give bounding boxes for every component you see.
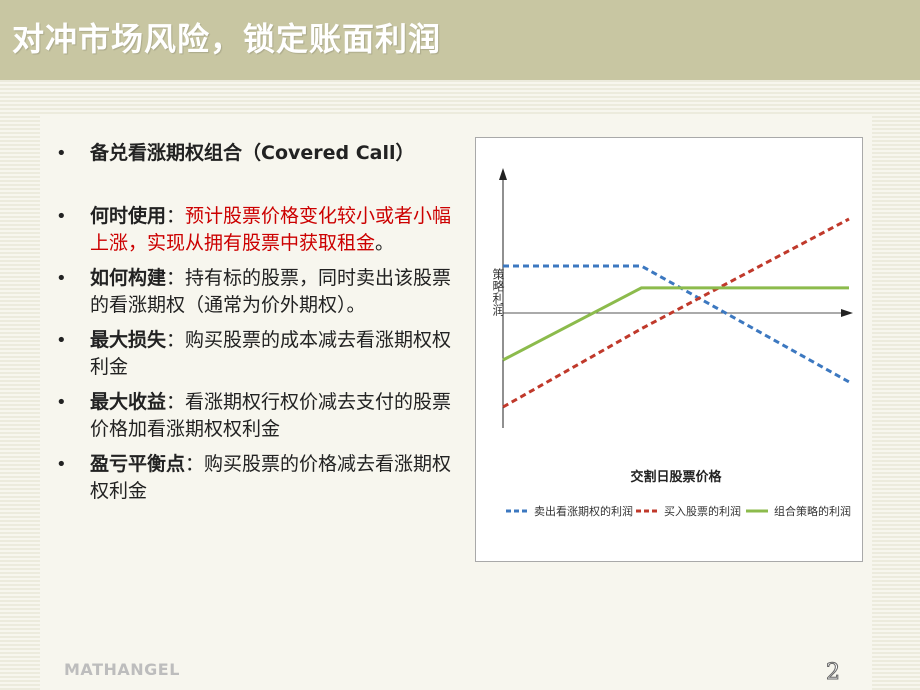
bullet-lead: 如何构建 (90, 267, 167, 289)
bullet-dot: • (56, 454, 67, 475)
payoff-chart: 策略利润交割日股票价格卖出看涨期权的利润 买入股票的利润 组合策略的利润 (475, 137, 863, 562)
series-line-0 (503, 264, 850, 384)
bullet-sep: ： (166, 329, 186, 351)
bullet-lead: 盈亏平衡点 (90, 453, 186, 475)
bullet-sep: ： (166, 267, 186, 289)
bullet-item-how-to-build: • 如何构建：持有标的股票，同时卖出该股票的看涨期权（通常为价外期权）。 (52, 265, 452, 319)
bullet-body: 购买股票的价格减去看涨期权权利金 (90, 453, 452, 502)
bullet-item-max-loss: • 最大损失：购买股票的成本减去看涨期权权利金 (52, 327, 452, 381)
bullet-list: • 备兑看涨期权组合（Covered Call） • 何时使用：预计股票价格变化… (52, 140, 452, 513)
bullet-item-covered-call: • 备兑看涨期权组合（Covered Call） (52, 140, 452, 167)
bullet-body-highlight: 预计股票价格变化较小或者小幅上涨，实现从拥有股票中获取租金 (90, 205, 452, 254)
bullet-item-when-to-use: • 何时使用：预计股票价格变化较小或者小幅上涨，实现从拥有股票中获取租金。 (52, 203, 452, 257)
y-axis-label: 策略利润 (491, 268, 505, 316)
bullet-sep: ： (166, 205, 186, 227)
top-decor-stripes (0, 80, 920, 116)
left-decor-stripes (0, 80, 40, 690)
bullet-dot: • (56, 392, 67, 413)
bullet-dot: • (56, 206, 67, 227)
bullet-tail: 。 (375, 232, 395, 254)
bullet-dot: • (56, 268, 67, 289)
series-line-2 (502, 286, 849, 362)
legend-label-1: 买入股票的利润 (664, 504, 741, 518)
right-decor-stripes (872, 80, 920, 690)
bullet-sep: ： (185, 453, 205, 475)
legend-label-0: 卖出看涨期权的利润 (534, 504, 633, 518)
title-bar: 对冲市场风险，锁定账面利润 (0, 0, 920, 80)
footer-brand: MATHANGEL (64, 660, 180, 679)
bullet-body: 购买股票的成本减去看涨期权权利金 (90, 329, 452, 378)
bullet-body: 看涨期权行权价减去支付的股票价格加看涨期权权利金 (90, 391, 452, 440)
page-number: 2 (826, 660, 841, 686)
x-axis-arrow (841, 309, 853, 317)
bullet-body: 持有标的股票，同时卖出该股票的看涨期权（通常为价外期权）。 (90, 267, 452, 316)
page-title: 对冲市场风险，锁定账面利润 (12, 20, 442, 58)
bullet-lead: 备兑看涨期权组合（Covered Call） (90, 142, 415, 164)
series-line-1 (502, 217, 850, 409)
bullet-dot: • (56, 330, 67, 351)
bullet-sep: ： (166, 391, 186, 413)
x-axis-label: 交割日股票价格 (630, 469, 722, 485)
bullet-item-breakeven: • 盈亏平衡点：购买股票的价格减去看涨期权权利金 (52, 451, 452, 505)
legend-label-2: 组合策略的利润 (774, 504, 851, 518)
bullet-item-max-gain: • 最大收益：看涨期权行权价减去支付的股票价格加看涨期权权利金 (52, 389, 452, 443)
bullet-lead: 最大损失 (90, 329, 167, 351)
bullet-lead: 何时使用 (90, 205, 167, 227)
y-axis-arrow (499, 168, 507, 180)
bullet-lead: 最大收益 (90, 391, 167, 413)
bullet-dot: • (56, 143, 67, 164)
